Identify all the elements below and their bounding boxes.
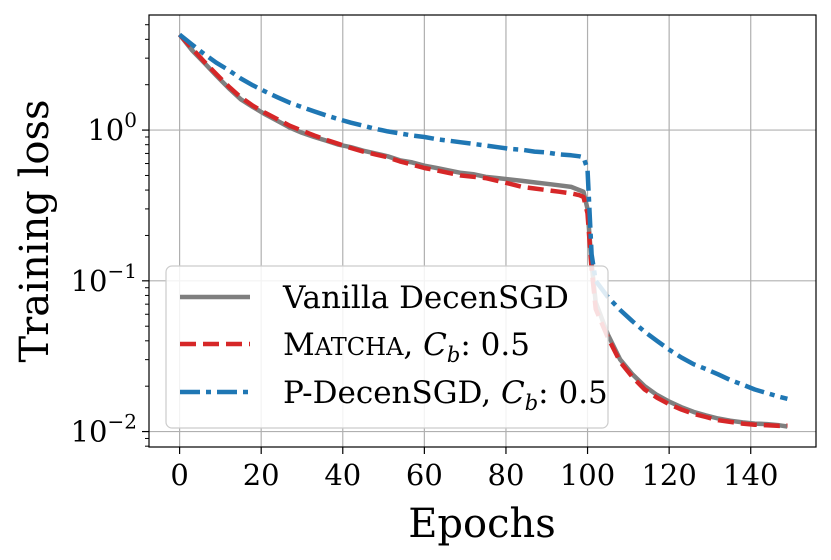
legend-matcha-cb: C [423, 327, 447, 363]
legend-pdecensgd-sub: b [525, 391, 538, 415]
legend-pdecensgd-value: : 0.5 [538, 375, 608, 411]
series-line-p-decensgd [178, 32, 788, 401]
legend-pdecensgd-suffix: , [481, 375, 501, 411]
y-axis-ticks: 10−2 10−1 100 [71, 24, 149, 449]
legend-label-matcha: MATCHA, Cb: 0.5 [283, 327, 530, 367]
y-tick-label: 10−2 [71, 410, 137, 449]
legend-label-vanilla: Vanilla DecenSGD [282, 280, 569, 316]
x-tick-label: 120 [641, 458, 696, 492]
x-axis-ticks: 0 20 40 60 80 100 120 140 [170, 447, 778, 492]
legend: Vanilla DecenSGD MATCHA, Cb: 0.5 P-Decen… [165, 265, 609, 429]
legend-matcha-value: : 0.5 [460, 327, 530, 363]
legend-pdecensgd-name: P-DecenSGD [283, 375, 482, 411]
y-axis-label: Training loss [12, 99, 58, 362]
plot-frame [148, 14, 817, 448]
x-tick-label: 80 [488, 458, 525, 492]
y-tick-label: 100 [87, 108, 137, 147]
legend-box [165, 265, 609, 429]
x-tick-label: 140 [723, 458, 778, 492]
legend-pdecensgd-cb: C [501, 375, 525, 411]
legend-label-pdecensgd: P-DecenSGD, Cb: 0.5 [283, 375, 608, 415]
x-tick-label: 60 [406, 458, 443, 492]
x-tick-label: 40 [324, 458, 361, 492]
series-layer [177, 32, 788, 429]
legend-matcha-sub: b [447, 343, 460, 367]
x-tick-label: 0 [170, 458, 188, 492]
series-line-matcha [177, 33, 788, 429]
x-tick-label: 20 [243, 458, 280, 492]
y-tick-label: 10−1 [71, 259, 137, 298]
legend-matcha-name: MATCHA [283, 327, 404, 363]
x-axis-label: Epochs [408, 501, 556, 547]
legend-matcha-suffix: , [403, 327, 423, 363]
x-tick-label: 100 [560, 458, 615, 492]
